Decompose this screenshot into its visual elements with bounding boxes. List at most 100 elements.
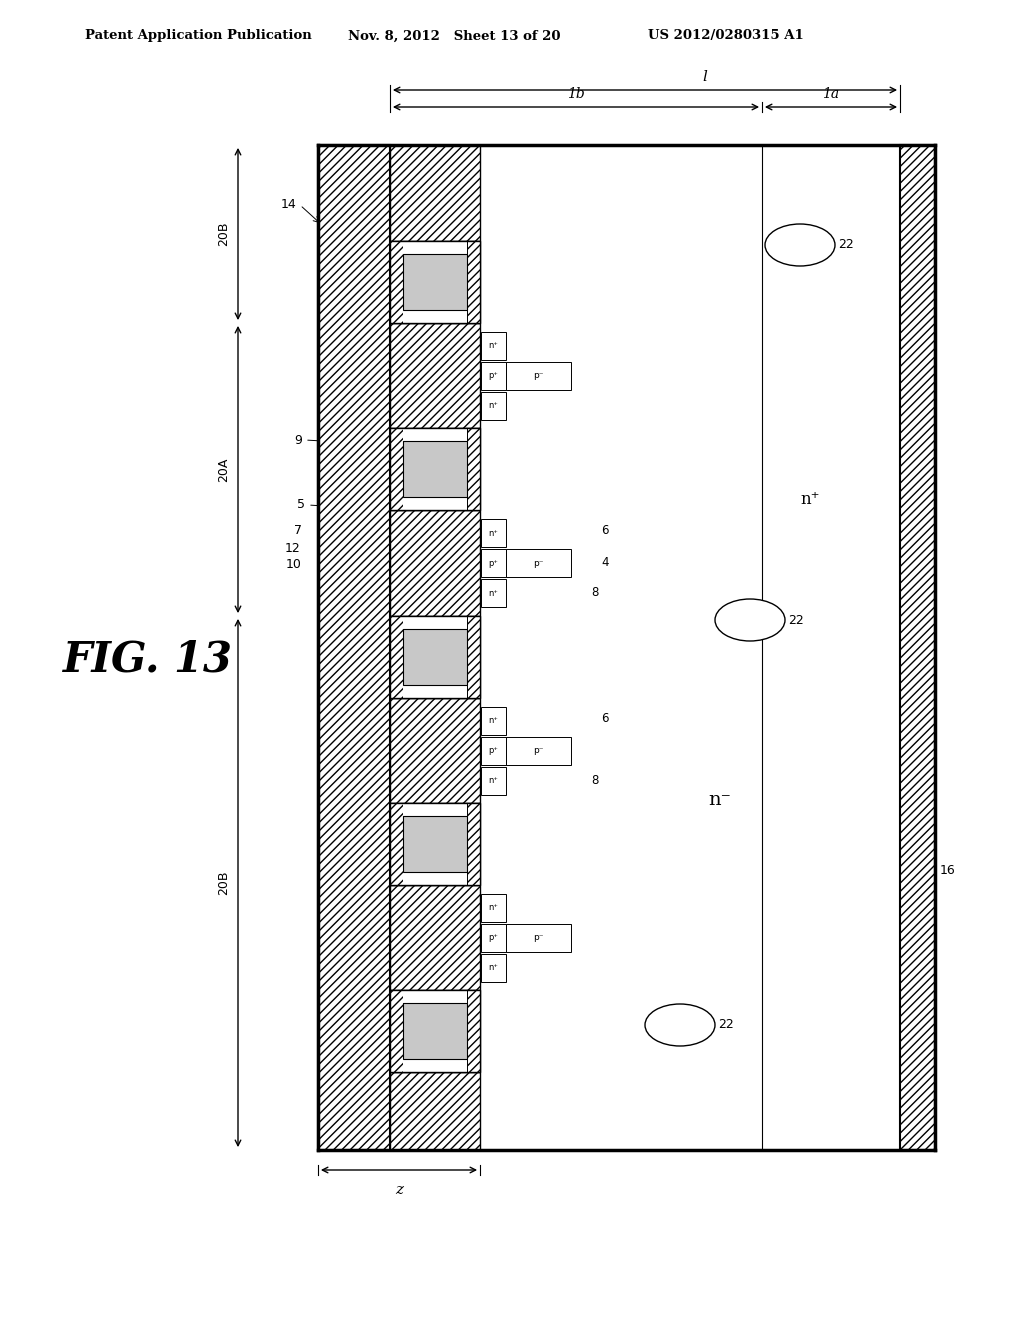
Bar: [403, 816, 467, 873]
Bar: [403, 630, 467, 685]
Bar: [390, 803, 480, 884]
Bar: [403, 253, 467, 310]
Text: FIG. 13: FIG. 13: [63, 639, 233, 681]
Text: p⁻: p⁻: [534, 746, 544, 755]
Bar: [390, 145, 480, 242]
Bar: [403, 253, 467, 310]
Bar: [390, 145, 900, 1150]
Text: n⁺: n⁺: [488, 964, 499, 972]
Text: 6: 6: [601, 711, 608, 725]
Bar: [481, 331, 506, 359]
Text: n⁺: n⁺: [488, 776, 499, 785]
Text: p⁺: p⁺: [488, 371, 499, 380]
Bar: [481, 579, 506, 607]
Text: p⁻: p⁻: [534, 558, 544, 568]
Bar: [467, 803, 480, 884]
Text: p⁺: p⁺: [488, 933, 499, 942]
Bar: [403, 1059, 467, 1072]
Bar: [318, 145, 390, 1150]
Text: 22: 22: [788, 614, 804, 627]
Bar: [403, 873, 467, 884]
Bar: [390, 990, 480, 1072]
Bar: [390, 990, 480, 1072]
Text: 9: 9: [294, 433, 302, 446]
Bar: [481, 392, 506, 420]
Bar: [481, 737, 506, 764]
Bar: [390, 323, 480, 428]
Text: 1b: 1b: [567, 87, 585, 102]
Bar: [481, 924, 506, 952]
Bar: [390, 428, 480, 510]
Text: Nov. 8, 2012   Sheet 13 of 20: Nov. 8, 2012 Sheet 13 of 20: [348, 29, 560, 42]
Bar: [403, 310, 467, 323]
Text: 20A: 20A: [217, 457, 230, 482]
Bar: [390, 616, 403, 698]
Text: 1a: 1a: [822, 87, 840, 102]
Bar: [506, 924, 571, 952]
Text: p⁺: p⁺: [488, 746, 499, 755]
Bar: [467, 616, 480, 698]
Bar: [390, 884, 480, 990]
Text: n⁺: n⁺: [800, 491, 820, 508]
Text: 8: 8: [591, 774, 598, 787]
Text: 20B: 20B: [217, 871, 230, 895]
Bar: [467, 242, 480, 323]
Text: 12: 12: [285, 541, 300, 554]
Text: l: l: [702, 70, 708, 84]
Text: n⁻: n⁻: [709, 791, 731, 809]
Text: 16: 16: [940, 863, 955, 876]
Bar: [481, 362, 506, 389]
Ellipse shape: [765, 224, 835, 267]
Bar: [403, 616, 467, 630]
Bar: [403, 242, 467, 253]
Bar: [403, 630, 467, 685]
Bar: [403, 685, 467, 698]
Text: n⁺: n⁺: [488, 589, 499, 598]
Bar: [481, 894, 506, 921]
Bar: [390, 242, 480, 323]
Text: 6: 6: [601, 524, 608, 537]
Bar: [900, 145, 935, 1150]
Bar: [481, 549, 506, 577]
Text: 14: 14: [281, 198, 296, 211]
Text: 22: 22: [838, 239, 854, 252]
Bar: [403, 990, 467, 1003]
Text: n⁺: n⁺: [488, 528, 499, 537]
Text: 20B: 20B: [217, 222, 230, 247]
Bar: [390, 1072, 480, 1150]
Bar: [467, 428, 480, 510]
Bar: [481, 767, 506, 795]
Bar: [390, 803, 480, 884]
Bar: [390, 428, 403, 510]
Text: z: z: [395, 1183, 403, 1197]
Bar: [403, 441, 467, 498]
Text: n⁺: n⁺: [488, 715, 499, 725]
Bar: [403, 803, 467, 816]
Bar: [467, 990, 480, 1072]
Bar: [403, 1003, 467, 1059]
Text: p⁻: p⁻: [534, 933, 544, 942]
Bar: [403, 441, 467, 498]
Bar: [403, 816, 467, 873]
Bar: [390, 616, 480, 698]
Bar: [506, 737, 571, 764]
Text: 10: 10: [286, 558, 302, 572]
Text: 8: 8: [591, 586, 598, 599]
Bar: [481, 953, 506, 982]
Text: 4: 4: [601, 557, 608, 569]
Bar: [390, 803, 403, 884]
Bar: [390, 510, 480, 616]
Ellipse shape: [645, 1005, 715, 1045]
Text: n⁺: n⁺: [488, 903, 499, 912]
Bar: [390, 428, 480, 510]
Text: 5: 5: [297, 499, 305, 511]
Bar: [403, 498, 467, 510]
Bar: [506, 362, 571, 389]
Bar: [481, 519, 506, 546]
Bar: [506, 549, 571, 577]
Bar: [481, 706, 506, 734]
Bar: [390, 242, 480, 323]
Ellipse shape: [715, 599, 785, 642]
Text: 22: 22: [718, 1019, 734, 1031]
Bar: [390, 990, 403, 1072]
